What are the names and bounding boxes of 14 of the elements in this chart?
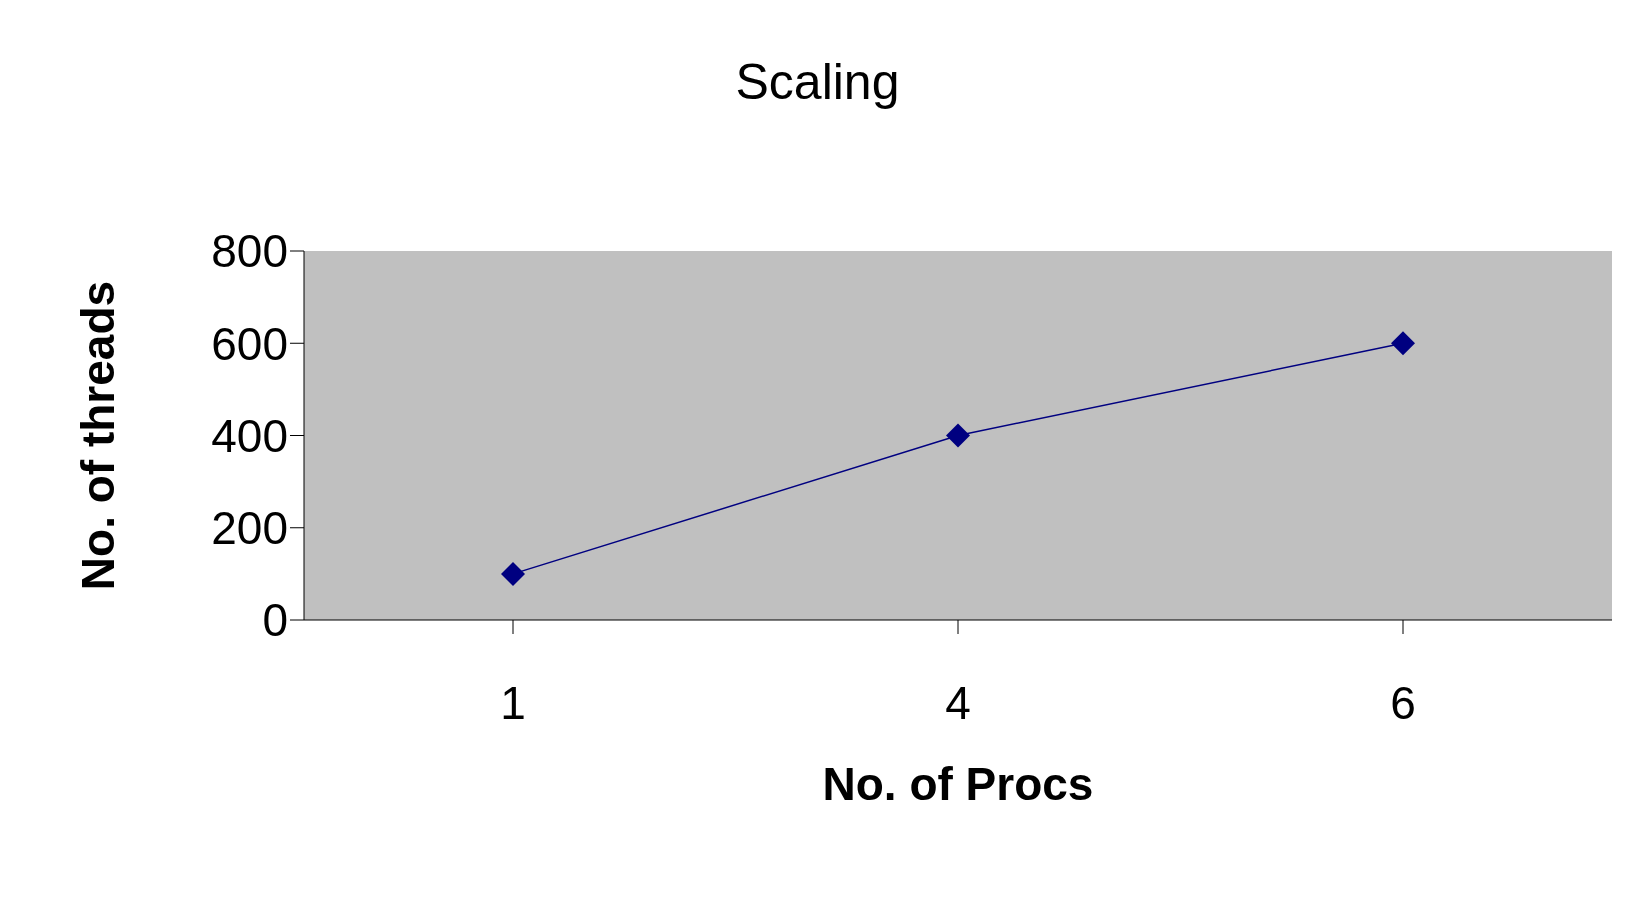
x-tick-label: 4 bbox=[945, 676, 971, 729]
x-axis-title: No. of Procs bbox=[822, 758, 1094, 810]
point bbox=[501, 561, 525, 586]
y-axis-title: No. of threads bbox=[72, 280, 125, 591]
y-tick-label: 800 bbox=[211, 225, 288, 278]
y-tick-label: 0 bbox=[262, 594, 288, 647]
y-tick-label: 200 bbox=[211, 502, 288, 555]
point bbox=[1391, 331, 1415, 356]
point bbox=[946, 423, 970, 448]
y-tick-label: 600 bbox=[211, 317, 288, 370]
chart-title: Scaling bbox=[734, 53, 901, 111]
x-tick-label: 6 bbox=[1390, 676, 1416, 729]
y-tick-label: 400 bbox=[211, 409, 288, 462]
x-tick-label: 1 bbox=[500, 676, 526, 729]
